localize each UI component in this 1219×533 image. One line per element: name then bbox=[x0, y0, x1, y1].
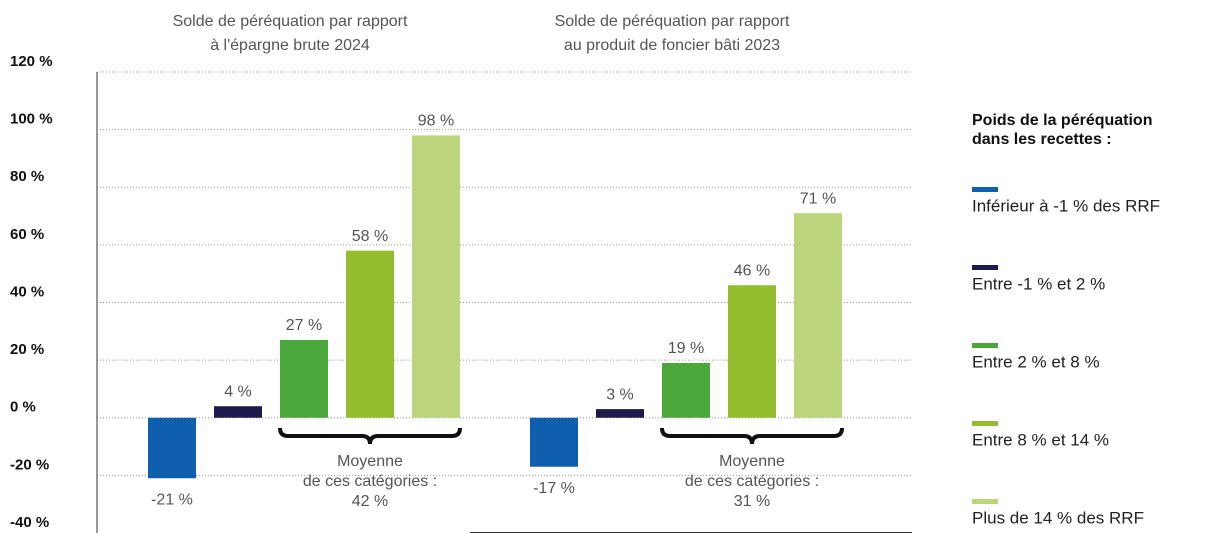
annotation: Moyenne bbox=[719, 453, 785, 470]
annotation: 31 % bbox=[734, 493, 770, 510]
annotation: de ces catégories : bbox=[303, 473, 437, 490]
bar bbox=[530, 417, 578, 467]
group-title: au produit de foncier bâti 2023 bbox=[564, 37, 780, 54]
y-tick-label: 0 % bbox=[10, 399, 36, 416]
legend-label: Entre 8 % et 14 % bbox=[972, 430, 1109, 449]
legend-label: Entre -1 % et 2 % bbox=[972, 274, 1105, 293]
legend-swatch bbox=[972, 187, 998, 192]
group-title: Solde de péréquation par rapport bbox=[173, 13, 408, 30]
legend-label: Entre 2 % et 8 % bbox=[972, 352, 1100, 371]
brace bbox=[278, 427, 462, 445]
annotation: Moyenne bbox=[337, 453, 403, 470]
legend-swatch bbox=[972, 265, 998, 270]
bar bbox=[662, 363, 710, 418]
bar bbox=[214, 406, 262, 418]
bar bbox=[346, 250, 394, 418]
bar bbox=[596, 409, 644, 418]
y-tick-label: 100 % bbox=[10, 111, 53, 128]
legend-swatch bbox=[972, 343, 998, 348]
group-title: à l'épargne brute 2024 bbox=[210, 37, 370, 54]
group-title: Solde de péréquation par rapport bbox=[555, 13, 790, 30]
y-tick-label: 80 % bbox=[10, 168, 44, 185]
y-tick-label: -40 % bbox=[10, 514, 49, 531]
y-tick-label: -20 % bbox=[10, 456, 49, 473]
annotation: de ces catégories : bbox=[685, 473, 819, 490]
bar bbox=[412, 135, 460, 418]
y-tick-label: 40 % bbox=[10, 283, 44, 300]
legend-label: Inférieur à -1 % des RRF bbox=[972, 196, 1160, 215]
value-label: 27 % bbox=[286, 317, 322, 334]
value-label: -21 % bbox=[151, 491, 193, 508]
value-label: 3 % bbox=[606, 386, 634, 403]
value-label: -17 % bbox=[533, 480, 575, 497]
bar bbox=[728, 285, 776, 418]
annotation: 42 % bbox=[352, 493, 388, 510]
value-label: 46 % bbox=[734, 262, 770, 279]
legend-label: Plus de 14 % des RRF bbox=[972, 508, 1144, 527]
y-tick-label: 120 % bbox=[10, 53, 53, 70]
y-tick-label: 60 % bbox=[10, 226, 44, 243]
brace bbox=[660, 427, 844, 445]
legend-swatch bbox=[972, 421, 998, 426]
legend-title: dans les recettes : bbox=[972, 131, 1112, 148]
y-tick-label: 20 % bbox=[10, 341, 44, 358]
bar bbox=[148, 417, 196, 479]
bar bbox=[794, 213, 842, 418]
value-label: 98 % bbox=[418, 113, 454, 130]
value-label: 4 % bbox=[224, 383, 252, 400]
value-label: 19 % bbox=[668, 340, 704, 357]
value-label: 71 % bbox=[800, 190, 836, 207]
legend-swatch bbox=[972, 499, 998, 504]
value-label: 58 % bbox=[352, 228, 388, 245]
legend-title: Poids de la péréquation bbox=[972, 112, 1152, 129]
bar bbox=[280, 339, 328, 418]
